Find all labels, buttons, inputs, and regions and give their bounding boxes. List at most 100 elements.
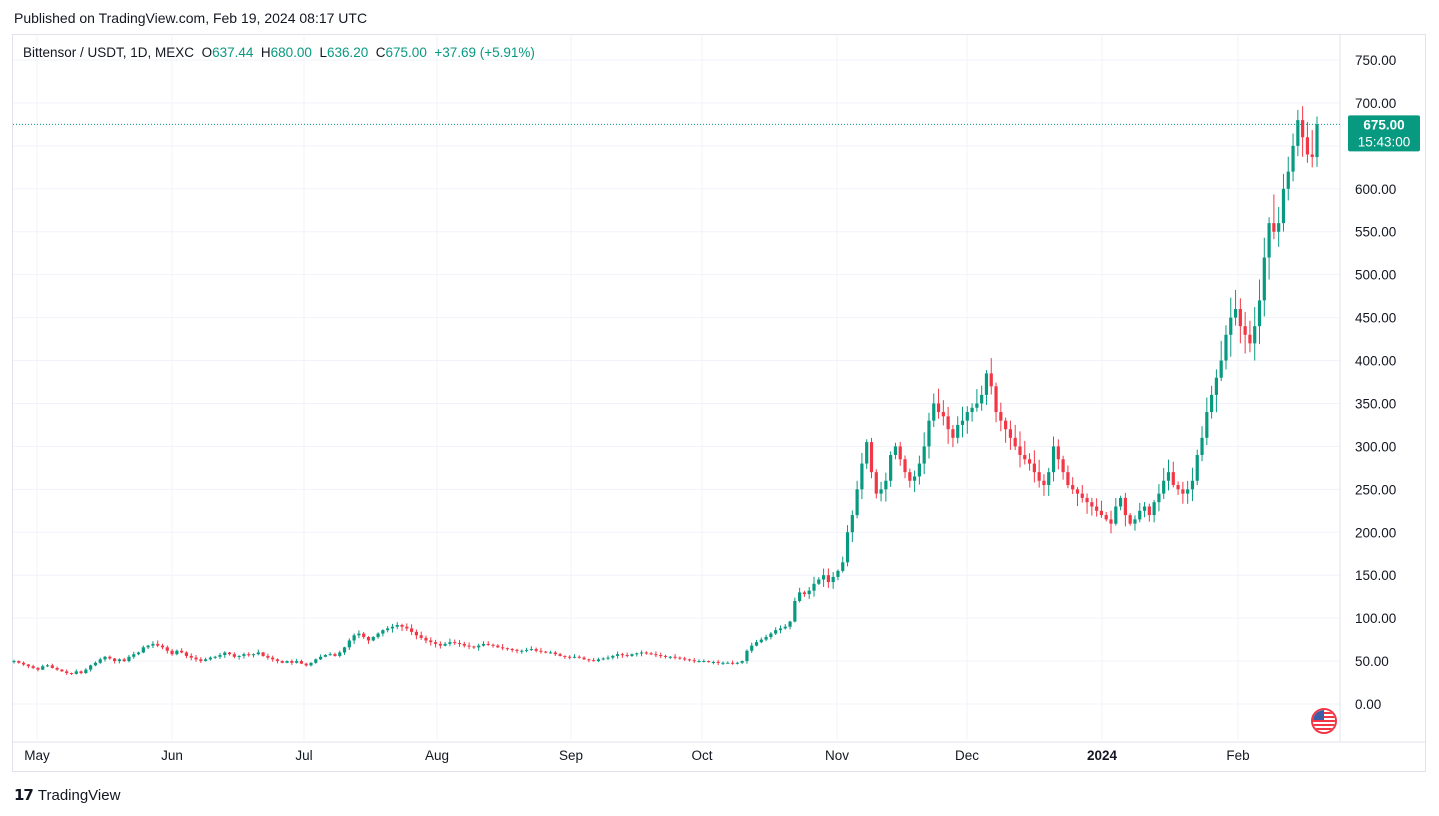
candle-body [1147, 506, 1151, 516]
candle-body [299, 661, 304, 664]
candle-body [793, 600, 797, 622]
candle-body [438, 643, 442, 646]
candle-body [582, 657, 586, 660]
candle-body [889, 454, 893, 481]
candle-body [639, 652, 644, 654]
candle-body [247, 654, 251, 656]
candle-body [1075, 489, 1080, 494]
candle-body [606, 657, 610, 659]
chart-frame[interactable] [12, 34, 1426, 772]
candle-body [328, 654, 332, 656]
candle-body [151, 643, 155, 646]
legend-high-label: H [260, 45, 271, 60]
candle-body [802, 592, 807, 595]
candle-body [999, 412, 1003, 421]
candle-body [467, 645, 471, 647]
candle-body [242, 654, 246, 656]
candle-body [232, 654, 236, 657]
candle-body [927, 420, 931, 447]
candle-body [711, 661, 716, 663]
candle-body [141, 647, 145, 653]
candle-body [50, 665, 54, 668]
candle-body [12, 661, 16, 663]
candle-body [821, 575, 826, 580]
candle-body [668, 656, 672, 658]
candle-body [1152, 502, 1156, 516]
candle-body [702, 661, 706, 663]
candle-body [721, 662, 725, 664]
candle-body [175, 650, 179, 655]
us-flag-icon[interactable] [1311, 708, 1337, 734]
candle-body [194, 657, 198, 660]
published-line: Published on TradingView.com, Feb 19, 20… [14, 10, 368, 26]
candle-body [649, 653, 653, 655]
candle-body [362, 633, 366, 638]
candle-body [913, 476, 917, 481]
candle-body [879, 489, 883, 494]
candle-body [1233, 309, 1238, 318]
candle-body [285, 661, 289, 663]
candle-body [601, 658, 605, 660]
candle-body [227, 652, 232, 655]
candle-body [860, 463, 864, 490]
candle-body [108, 656, 112, 659]
candle-body [831, 576, 835, 583]
candle-body [659, 655, 663, 657]
candle-body [970, 407, 974, 413]
candle-body [553, 652, 557, 655]
candle-body [774, 630, 778, 634]
candle-body [874, 472, 878, 494]
candle-body [79, 671, 83, 674]
candle-body [112, 658, 117, 662]
candle-body [1104, 515, 1108, 520]
y-tick-label: 750.00 [1355, 53, 1396, 68]
candle-body [295, 661, 299, 663]
candle-body [960, 420, 965, 425]
candle-body [893, 446, 898, 455]
candle-body [1219, 360, 1223, 378]
candle-body [1042, 480, 1046, 486]
candle-body [65, 671, 69, 674]
candle-body [60, 669, 64, 672]
candle-body [826, 575, 830, 583]
candle-body [1181, 489, 1185, 494]
y-tick-label: 150.00 [1355, 568, 1396, 583]
candle-body [36, 667, 40, 670]
candle-body [515, 649, 519, 651]
candle-body [266, 655, 270, 658]
candle-body [26, 664, 30, 667]
candle-body [884, 480, 888, 490]
candle-body [366, 637, 371, 641]
bar-countdown: 15:43:00 [1358, 134, 1411, 149]
candle-body [342, 647, 347, 653]
candle-body [180, 650, 184, 653]
candle-body [1243, 326, 1247, 335]
candle-body [956, 424, 960, 438]
footer-brand-label: TradingView [37, 786, 121, 804]
candle-body [726, 662, 730, 664]
candle-body [769, 633, 773, 638]
candle-body [1109, 519, 1113, 524]
candle-body [271, 657, 275, 660]
candle-body [1133, 519, 1137, 524]
candle-body [563, 655, 567, 657]
candle-body [836, 570, 840, 577]
candle-body [1205, 412, 1209, 438]
candle-body [41, 666, 45, 670]
candle-body [510, 649, 514, 651]
candle-body [577, 656, 581, 658]
candle-body [932, 403, 936, 421]
candle-body [1114, 506, 1118, 524]
candle-body [491, 644, 495, 646]
candle-body [1085, 497, 1089, 503]
candle-body [1171, 472, 1175, 486]
footer-brand[interactable]: 𝟭𝟳 TradingView [14, 786, 121, 805]
chart-legend: Bittensor / USDT, 1D, MEXC O637.44 H680.… [23, 45, 535, 60]
candle-body [687, 659, 692, 661]
candle-body [673, 656, 677, 658]
candle-body [429, 640, 433, 643]
candle-body [850, 515, 854, 533]
candle-body [908, 472, 912, 481]
candle-body [707, 661, 711, 663]
